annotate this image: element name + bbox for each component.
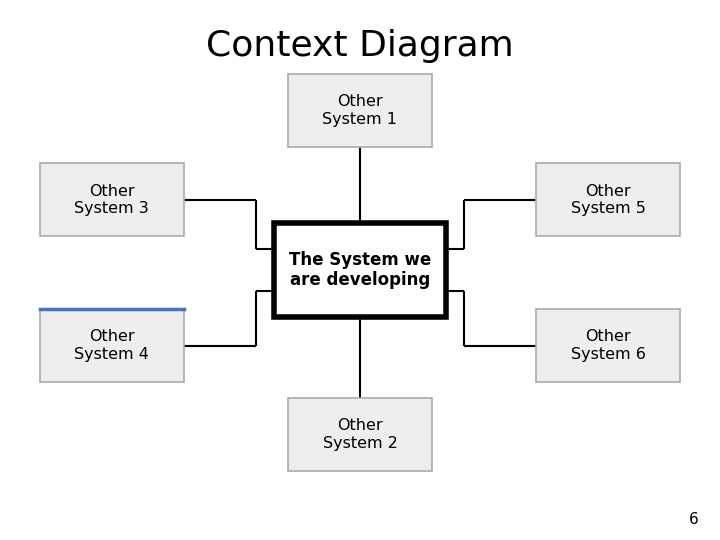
Text: 6: 6	[688, 511, 698, 526]
FancyBboxPatch shape	[274, 223, 446, 317]
FancyBboxPatch shape	[40, 309, 184, 382]
Text: Other
System 5: Other System 5	[571, 184, 646, 216]
Text: Other
System 4: Other System 4	[74, 329, 149, 362]
Text: Context Diagram: Context Diagram	[206, 29, 514, 63]
FancyBboxPatch shape	[536, 163, 680, 237]
Text: Other
System 2: Other System 2	[323, 418, 397, 451]
FancyBboxPatch shape	[288, 399, 432, 471]
Text: The System we
are developing: The System we are developing	[289, 251, 431, 289]
Text: Other
System 3: Other System 3	[74, 184, 149, 216]
Text: Other
System 1: Other System 1	[323, 94, 397, 127]
FancyBboxPatch shape	[288, 74, 432, 147]
FancyBboxPatch shape	[40, 163, 184, 237]
FancyBboxPatch shape	[536, 309, 680, 382]
Text: Other
System 6: Other System 6	[571, 329, 646, 362]
